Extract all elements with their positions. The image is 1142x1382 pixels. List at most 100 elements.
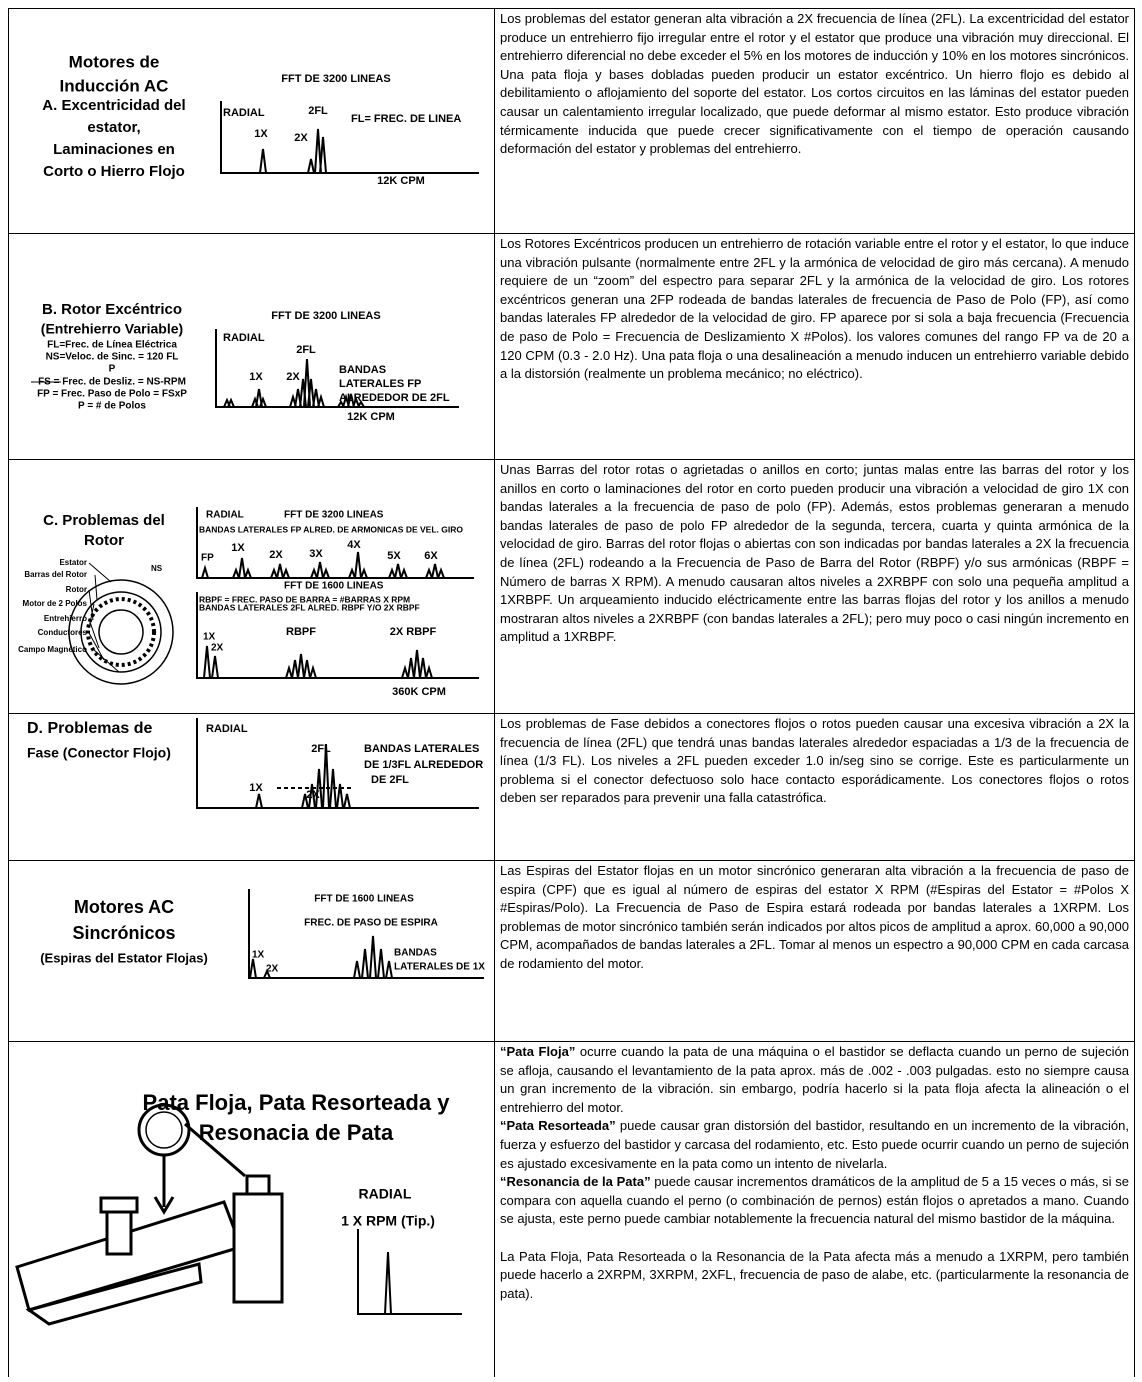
label: 1X xyxy=(249,782,263,794)
label: FREC. DE PASO DE ESPIRA xyxy=(304,918,438,929)
spectrum-peak xyxy=(401,664,409,679)
label: NS xyxy=(151,564,163,573)
heading: Resonacia de Pata xyxy=(199,1120,394,1145)
paragraph: La Pata Floja, Pata Resorteada o la Reso… xyxy=(500,1248,1129,1304)
label: RADIAL xyxy=(359,1186,412,1202)
label: 6X xyxy=(424,550,438,562)
spectrum-peak xyxy=(437,567,445,579)
spectrum-peak xyxy=(377,948,385,979)
axis xyxy=(215,329,459,408)
label: FP xyxy=(201,553,214,564)
figure-cell: D. Problemas de Fase (Conector Flojo) RADI… xyxy=(8,714,495,860)
figure-cell: Pata Floja, Pata Resorteada y Resonacia d… xyxy=(8,1042,495,1377)
label: 2X xyxy=(211,643,224,654)
term: “Pata Floja” xyxy=(500,1044,576,1059)
spectrum-peak xyxy=(263,968,271,979)
axis xyxy=(196,718,479,809)
title: Fase (Conector Flojo) xyxy=(27,745,171,761)
spectrum-peak xyxy=(353,960,361,979)
label: BANDAS xyxy=(394,948,437,959)
figure: Motores AC Sincrónicos (Espiras del Estato… xyxy=(40,889,485,979)
label: 2X xyxy=(266,964,279,975)
label: Rotor xyxy=(66,585,87,594)
title: Rotor xyxy=(84,532,124,549)
label: RADIAL xyxy=(206,723,248,735)
spectrum-peak xyxy=(369,935,377,979)
label: 4X xyxy=(347,539,361,551)
spectrum-peak xyxy=(336,783,344,809)
heading: Motores de xyxy=(69,52,160,71)
title: (Entrehierro Variable) xyxy=(41,321,183,337)
spectrum-peak xyxy=(201,564,209,579)
label: 2X xyxy=(269,549,283,561)
label: Motor de 2 Polos xyxy=(23,599,88,608)
figure: Motores de Inducción AC A. Excentricidad d… xyxy=(42,52,479,187)
figure: B. Rotor Excéntrico (Entrehierro Variable… xyxy=(31,301,459,423)
spectrum-peak xyxy=(282,567,290,579)
label: BANDAS LATERALES FP ALRED. DE ARMONICAS … xyxy=(199,524,463,534)
spectrum-peak xyxy=(348,567,356,579)
spectrum-peak xyxy=(291,659,299,679)
title: C. Problemas del xyxy=(43,512,165,529)
label: 3X xyxy=(309,548,323,560)
label: 2X xyxy=(286,371,300,383)
spectrum-peak xyxy=(431,563,439,579)
machine-foot xyxy=(15,1103,284,1326)
label: Barras del Rotor xyxy=(24,570,87,579)
label: 12K CPM xyxy=(377,175,425,187)
spectrum-peak xyxy=(211,655,219,679)
label: Campo Magnético xyxy=(18,645,87,654)
figure-cell: Motores de Inducción AC A. Excentricidad d… xyxy=(8,9,495,233)
label: 5X xyxy=(387,550,401,562)
spectrum-peak xyxy=(352,396,360,408)
note: FS = Frec. de Desliz. = NS-RPM xyxy=(38,377,186,388)
label: LATERALES DE 1X xyxy=(394,962,485,973)
text: puede causar gran distorsión del bastido… xyxy=(500,1118,1129,1171)
label: RADIAL xyxy=(223,107,265,119)
figure-cell: C. Problemas del Rotor Estator Barras del R… xyxy=(8,460,495,713)
label: RADIAL xyxy=(206,510,244,521)
label: ALREDEDOR DE 2FL xyxy=(339,392,450,404)
spectrum-peak xyxy=(400,567,408,579)
title: D. Problemas de xyxy=(27,720,152,737)
text-cell: Los problemas de Fase debidos a conector… xyxy=(495,714,1135,860)
rotor-diagram xyxy=(68,562,174,685)
spectrum-peak xyxy=(361,948,369,979)
spectrum-peak xyxy=(255,388,263,408)
paragraph: Los problemas de Fase debidos a conector… xyxy=(500,716,1129,806)
axis xyxy=(220,101,479,174)
label: 12K CPM xyxy=(347,411,395,423)
label: BANDAS LATERALES 2FL ALRED. RBPF Y/O 2X … xyxy=(199,602,420,612)
spectrum-peak xyxy=(322,567,330,579)
spectrum-peak xyxy=(312,388,320,408)
label: 1X xyxy=(252,950,265,961)
paragraph: “Pata Resorteada” puede causar gran dist… xyxy=(500,1117,1129,1173)
spectrum-peak xyxy=(310,567,318,579)
label: Entrehierro xyxy=(44,614,87,623)
spectrum-peak xyxy=(259,396,267,408)
row: Motores de Inducción AC A. Excentricidad d… xyxy=(8,9,1135,234)
spectrum-peak xyxy=(384,1251,392,1315)
text: La Pata Floja, Pata Resorteada o la Reso… xyxy=(500,1248,1129,1301)
spectrum-peak xyxy=(301,793,309,809)
spectrum-peak xyxy=(407,657,415,679)
spectrum-peak xyxy=(425,567,433,579)
title: A. Excentricidad del xyxy=(42,97,185,114)
label: 2X RBPF xyxy=(390,626,437,638)
spectrum-peak xyxy=(357,400,365,408)
spectrum-peak xyxy=(360,567,368,579)
note: P xyxy=(109,364,116,375)
label: 360K CPM xyxy=(392,686,446,698)
label: 1X xyxy=(231,542,245,554)
title: Laminaciones en xyxy=(53,141,175,158)
spectrum-peak xyxy=(354,551,362,579)
heading: Inducción AC xyxy=(60,76,169,95)
note: FL=Frec. de Línea Eléctrica xyxy=(47,340,177,351)
spectrum-peak xyxy=(419,657,427,679)
axis xyxy=(248,889,484,979)
label: FFT DE 3200 LINEAS xyxy=(284,510,384,521)
spectrum-peak xyxy=(319,136,327,174)
spectrum-peak xyxy=(329,768,337,809)
spectrum-peak xyxy=(343,793,351,809)
row: B. Rotor Excéntrico (Entrehierro Variable… xyxy=(8,234,1135,460)
